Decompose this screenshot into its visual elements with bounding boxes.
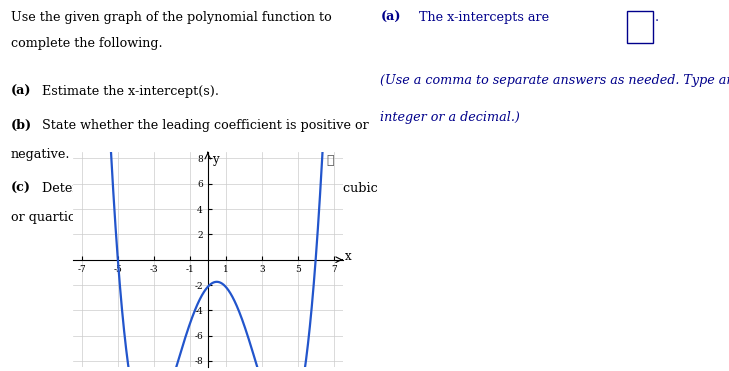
Text: Estimate the x-intercept(s).: Estimate the x-intercept(s). bbox=[42, 85, 219, 98]
Text: integer or a decimal.): integer or a decimal.) bbox=[381, 111, 521, 124]
Text: Determine whether the polynomial function is cubic: Determine whether the polynomial functio… bbox=[42, 182, 378, 195]
Text: negative.: negative. bbox=[11, 148, 71, 161]
Text: (a): (a) bbox=[11, 85, 31, 98]
Text: The x-intercepts are: The x-intercepts are bbox=[418, 11, 549, 24]
Text: or quartic.: or quartic. bbox=[11, 211, 79, 224]
Text: (b): (b) bbox=[11, 119, 32, 132]
Text: State whether the leading coefficient is positive or: State whether the leading coefficient is… bbox=[42, 119, 369, 132]
Text: (Use a comma to separate answers as needed. Type an: (Use a comma to separate answers as need… bbox=[381, 74, 729, 87]
Text: y: y bbox=[212, 153, 219, 166]
Text: Use the given graph of the polynomial function to: Use the given graph of the polynomial fu… bbox=[11, 11, 332, 24]
Text: x: x bbox=[344, 250, 351, 263]
FancyBboxPatch shape bbox=[628, 11, 652, 43]
Text: complete the following.: complete the following. bbox=[11, 37, 163, 50]
Text: .: . bbox=[655, 11, 659, 24]
Text: (c): (c) bbox=[11, 182, 31, 195]
Text: ⌕: ⌕ bbox=[327, 154, 334, 167]
Text: (a): (a) bbox=[381, 11, 401, 24]
